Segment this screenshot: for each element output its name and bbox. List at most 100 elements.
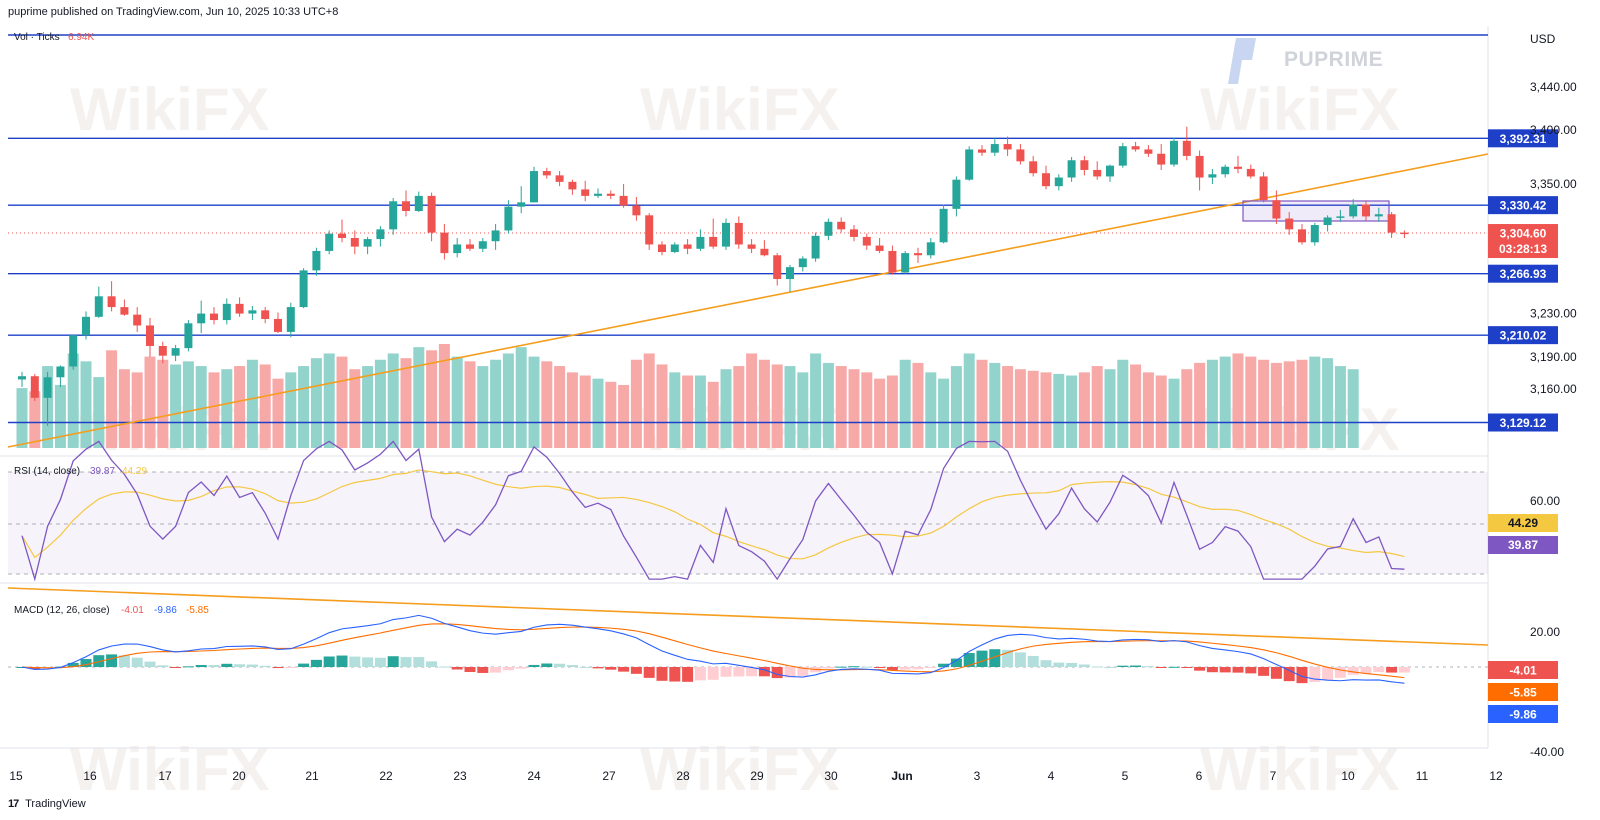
- volume-bar: [950, 366, 962, 448]
- candle-body: [1080, 160, 1089, 170]
- volume-bar: [938, 378, 950, 448]
- candle-body: [171, 348, 180, 356]
- volume-bar: [1194, 362, 1206, 448]
- horizontal-levels[interactable]: 3,392.31 3,330.42 3,266.93 3,210.02 3,129.12…: [8, 34, 1558, 432]
- volume-bar: [1232, 353, 1244, 448]
- candle-body: [440, 232, 449, 254]
- candle-body: [824, 221, 833, 236]
- candle-body: [1157, 153, 1166, 165]
- volume-bar: [1066, 375, 1078, 448]
- macd-histogram-bar: [1360, 667, 1372, 674]
- volume-bar: [899, 359, 911, 448]
- candle-body: [261, 310, 270, 319]
- candle-body: [120, 307, 129, 315]
- candle-body: [811, 235, 820, 259]
- candle-body: [466, 244, 474, 249]
- volume-bar: [259, 364, 271, 448]
- volume-bar: [682, 375, 694, 448]
- volume-bar: [16, 388, 28, 448]
- rsi-tick-label: 60.00: [1530, 494, 1560, 508]
- candle-body: [146, 325, 154, 346]
- rsi-ma-value: 44.29: [1508, 516, 1538, 530]
- macd-trendline: [7, 587, 1489, 646]
- volume-bar: [592, 378, 604, 448]
- volume-bar: [221, 369, 233, 448]
- volume-bar: [285, 372, 297, 448]
- volume-bar: [118, 369, 130, 448]
- macd-histogram-bar: [1117, 665, 1129, 667]
- candle-body: [350, 237, 359, 247]
- volume-bar: [886, 375, 898, 448]
- macd-histogram-bar: [746, 667, 758, 677]
- candle-body: [1298, 229, 1306, 243]
- macd-histogram-bar: [1053, 662, 1065, 667]
- macd-histogram-bar: [1296, 667, 1308, 684]
- macd-histogram-bar: [298, 663, 310, 667]
- price-tick-label: 3,400.00: [1530, 123, 1577, 137]
- macd-histogram-bar: [208, 665, 220, 667]
- macd-histogram-bar: [246, 664, 258, 667]
- candle-body: [1400, 232, 1409, 235]
- volume-bar: [541, 361, 553, 448]
- tradingview-name: TradingView: [25, 798, 86, 810]
- macd-histogram-bar: [1373, 667, 1385, 673]
- macd-histogram-bar: [1027, 655, 1039, 667]
- volume-bar: [234, 366, 246, 448]
- time-tick-label: 23: [453, 769, 467, 783]
- time-tick-label: 27: [602, 769, 616, 783]
- macd-histogram-bar: [490, 667, 502, 673]
- candle-body: [773, 255, 782, 280]
- last-price-tag: [1488, 224, 1558, 259]
- volume-bar: [618, 384, 630, 448]
- macd-line: [21, 614, 1405, 684]
- candle-body: [1336, 216, 1345, 218]
- candles: [18, 126, 1409, 426]
- rising-trendline: [7, 153, 1489, 448]
- macd-histogram-bar: [93, 655, 105, 667]
- brand-name: PUPRIME: [1284, 48, 1384, 71]
- macd-histogram-bar: [221, 663, 233, 667]
- volume-bar: [605, 381, 617, 448]
- volume-bar: [733, 366, 745, 448]
- volume-bar: [771, 364, 783, 448]
- volume-bar: [630, 359, 642, 448]
- candle-body: [1208, 174, 1217, 178]
- volume-bar: [246, 359, 258, 448]
- volume-value: 6.94K: [68, 32, 94, 43]
- macd-histogram-bar: [106, 654, 118, 667]
- time-tick-label: 16: [83, 769, 97, 783]
- level-price-label: 3,330.42: [1500, 199, 1547, 213]
- rsi-line: [21, 440, 1405, 582]
- macd-histogram-bar: [1283, 667, 1295, 682]
- volume-bar: [349, 369, 361, 448]
- candle-body: [1259, 176, 1268, 201]
- candle-body: [363, 239, 372, 247]
- level-price-label: 3,210.02: [1500, 329, 1547, 343]
- macd-histogram-bar: [234, 664, 246, 667]
- candle-body: [504, 206, 513, 231]
- puprime-logo-icon: [1228, 38, 1256, 84]
- candle-body: [1362, 204, 1370, 217]
- volume-bar: [438, 344, 450, 448]
- macd-histogram-bar: [1398, 667, 1410, 673]
- macd-pane-hist: -4.01: [121, 605, 144, 616]
- macd-histogram-bar: [195, 664, 207, 667]
- macd-histogram-bar: [1347, 667, 1359, 675]
- volume-bar: [1155, 375, 1167, 448]
- volume-bar: [707, 381, 719, 448]
- macd-histogram-bar: [938, 663, 950, 667]
- volume-bar: [1168, 378, 1180, 448]
- volume-bar: [1283, 361, 1295, 448]
- candle-body: [210, 313, 218, 321]
- volume-bar: [554, 366, 566, 448]
- candle-body: [926, 242, 935, 256]
- candle-body: [555, 175, 564, 182]
- macd-histogram-bar: [1040, 660, 1052, 667]
- tradingview-footer[interactable]: 17 TradingView: [8, 798, 86, 810]
- level-price-tag: [1488, 196, 1558, 215]
- volume-bar: [874, 378, 886, 448]
- volume-bar: [720, 369, 732, 448]
- volume-bar: [566, 372, 578, 448]
- price-tick-label: 3,440.00: [1530, 80, 1577, 94]
